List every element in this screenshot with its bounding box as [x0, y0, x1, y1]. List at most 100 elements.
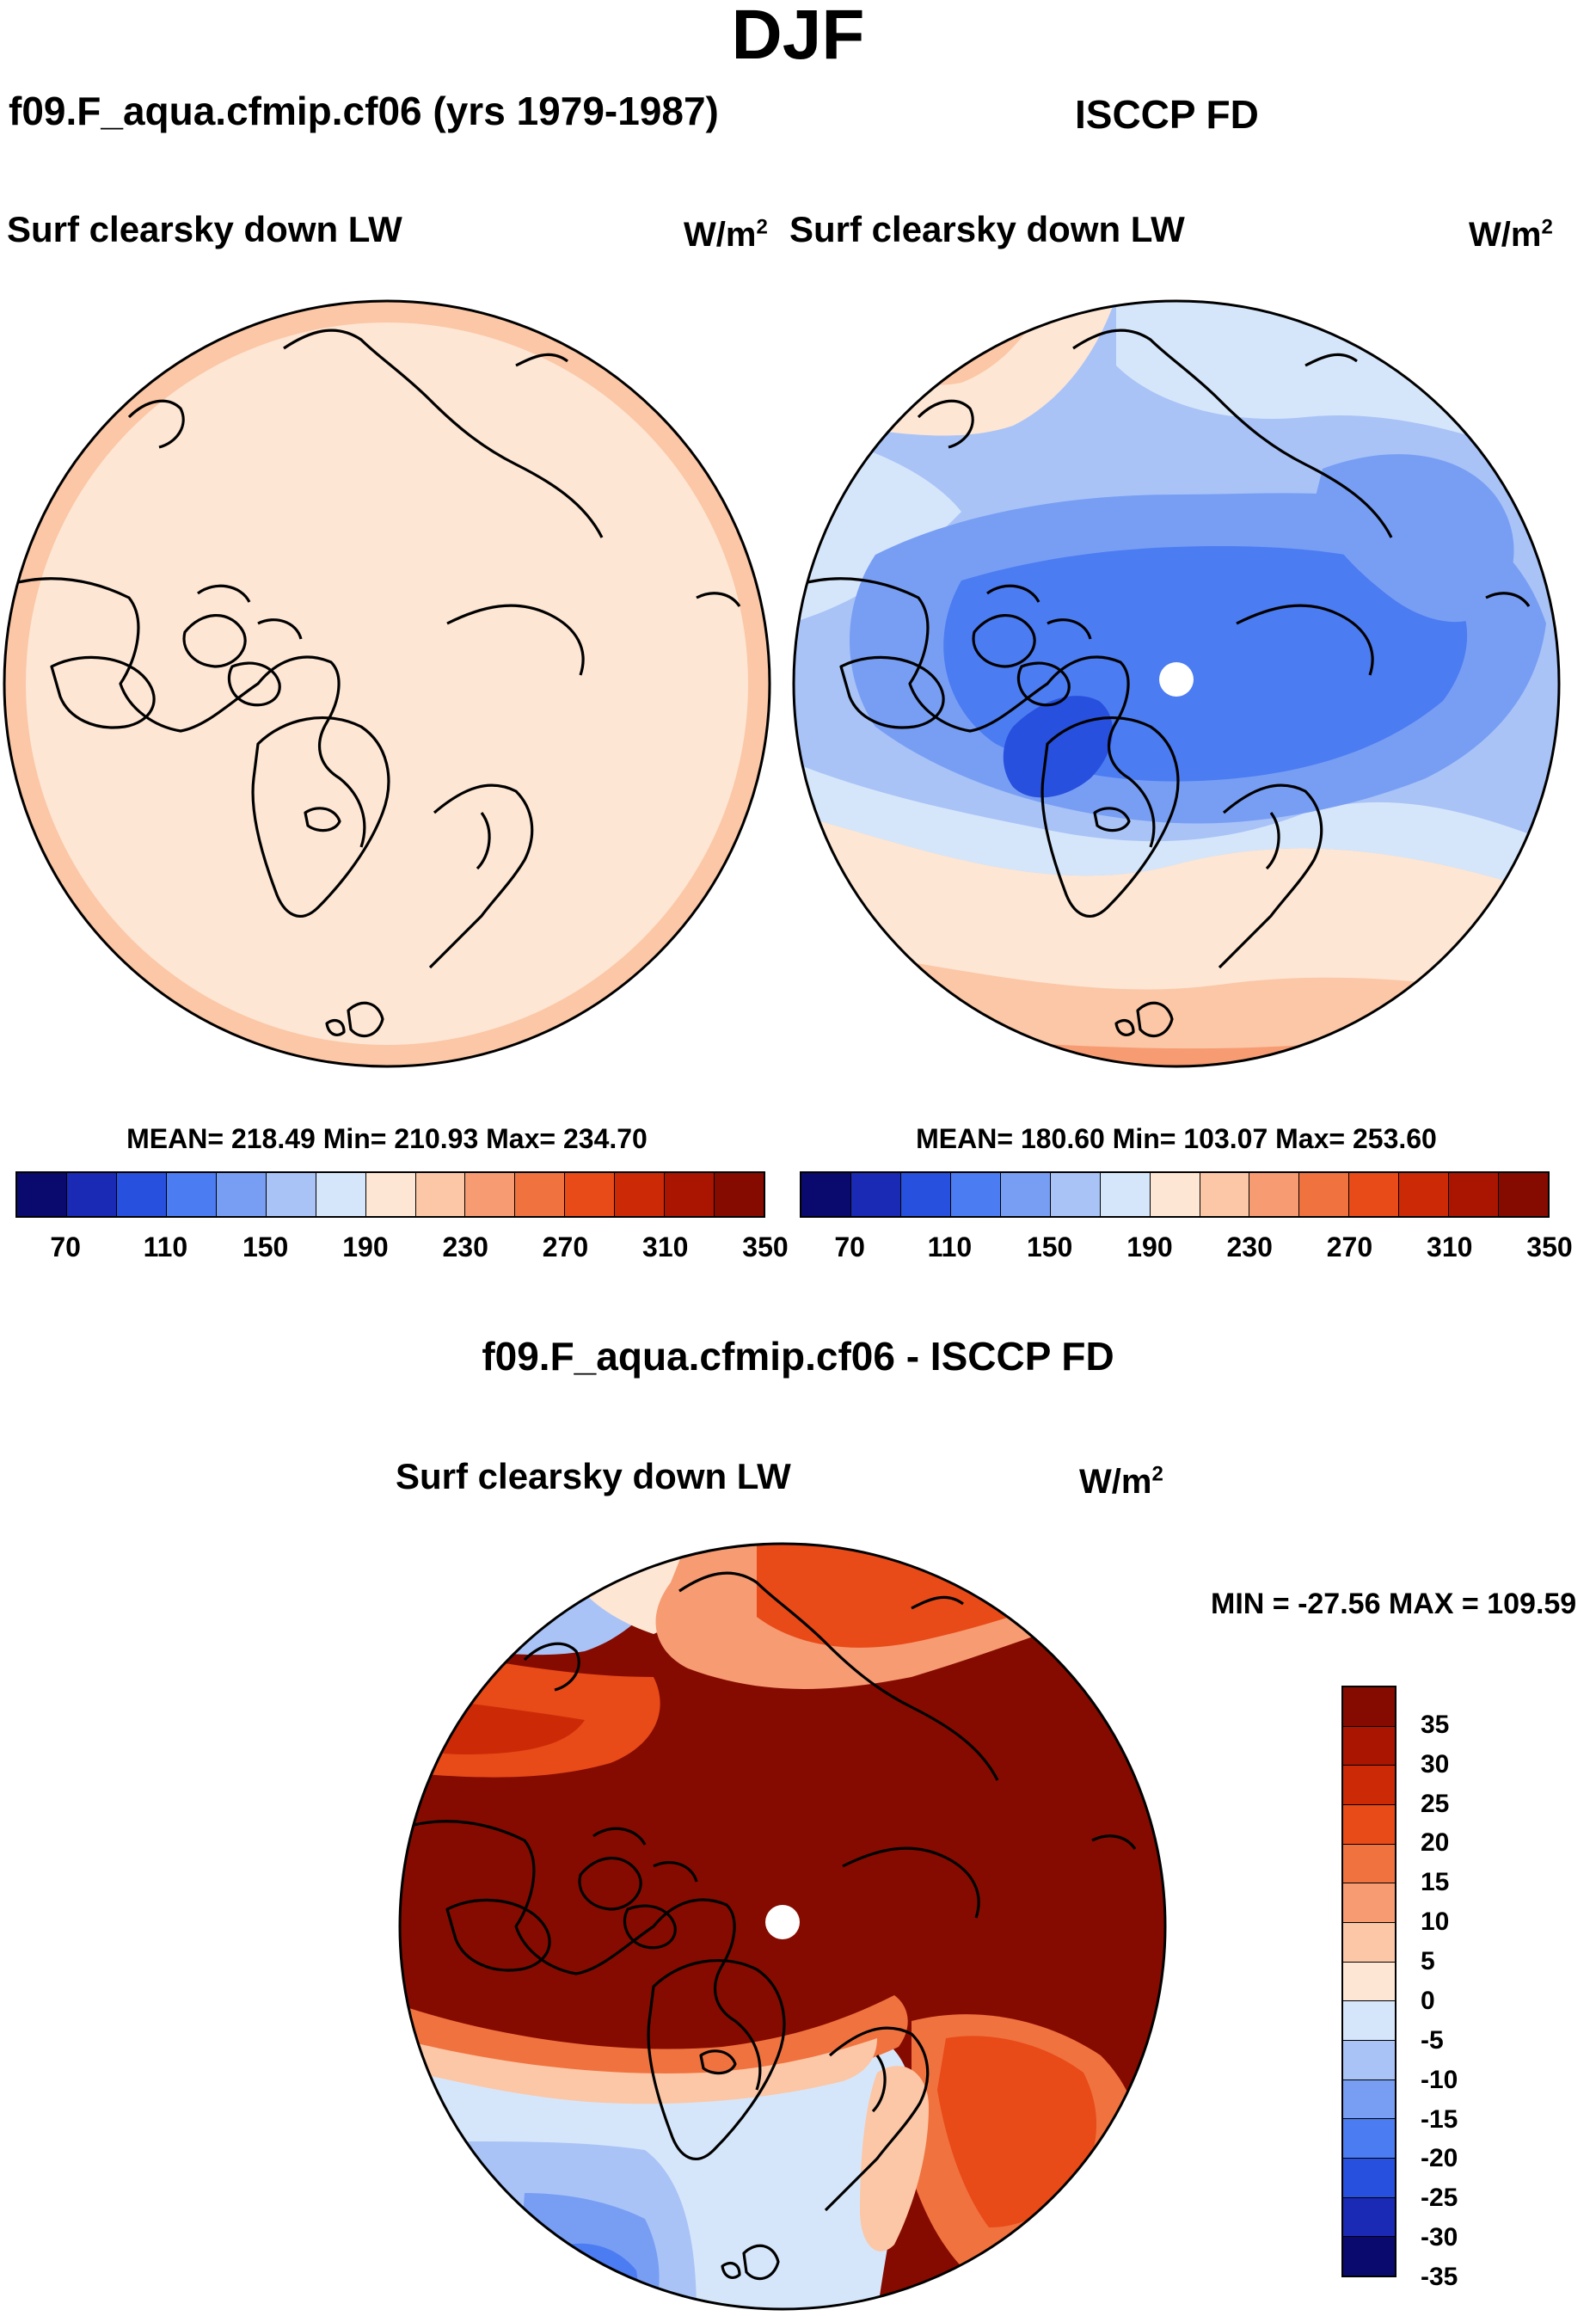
model-variable-label: Surf clearsky down LW: [7, 209, 402, 249]
model-coastlines: [8, 329, 741, 1038]
colorbar-tick-label: -15: [1421, 2104, 1458, 2134]
colorbar-tick-label: 350: [1526, 1232, 1573, 1262]
colorbar-tick-label: 230: [442, 1232, 488, 1262]
colorbar-swatch: [1100, 1173, 1151, 1216]
colorbar-swatch: [1343, 1687, 1395, 1727]
colorbar-swatch: [66, 1173, 117, 1216]
colorbar-swatch: [1000, 1173, 1051, 1216]
colorbar-tick-label: 150: [242, 1232, 289, 1262]
colorbar-tick-label: 70: [834, 1232, 865, 1262]
colorbar-swatch: [1343, 1844, 1395, 1884]
colorbar-swatch: [615, 1173, 666, 1216]
colorbar-tick-label: 5: [1421, 1947, 1435, 1976]
colorbar-tick-label: 270: [542, 1232, 589, 1262]
colorbar-tick-label: -10: [1421, 2065, 1458, 2094]
colorbar-swatch: [1343, 1923, 1395, 1963]
colorbar-swatch: [1343, 1805, 1395, 1845]
colorbar-tick-label: 190: [342, 1232, 389, 1262]
colorbar-swatch: [850, 1173, 901, 1216]
colorbar-swatch: [900, 1173, 951, 1216]
colorbar-swatch: [166, 1173, 217, 1216]
colorbar-swatch: [1299, 1173, 1350, 1216]
colorbar-swatch: [1449, 1173, 1500, 1216]
diff-stats: MIN = -27.56 MAX = 109.59: [1211, 1588, 1577, 1620]
colorbar-swatch: [365, 1173, 416, 1216]
colorbar-tick-label: -20: [1421, 2144, 1458, 2173]
colorbar-tick-label: 15: [1421, 1868, 1450, 1897]
colorbar-swatch: [1343, 2119, 1395, 2159]
colorbar-swatch: [1343, 2079, 1395, 2120]
colorbar-swatch: [1343, 1726, 1395, 1766]
obs-stats: MEAN= 180.60 Min= 103.07 Max= 253.60: [916, 1123, 1437, 1154]
colorbar-tick-label: 110: [927, 1232, 973, 1262]
colorbar-tick-label: -5: [1421, 2025, 1444, 2055]
colorbar-tick-label: 20: [1421, 1828, 1450, 1858]
colorbar-swatch: [1343, 2159, 1395, 2198]
colorbar-swatch: [316, 1173, 366, 1216]
colorbar-swatch: [1399, 1173, 1450, 1216]
model-colorbar: [15, 1171, 765, 1218]
page-title: DJF: [731, 0, 865, 74]
model-run-label: f09.F_aqua.cfmip.cf06 (yrs 1979-1987): [9, 89, 719, 133]
colorbar-tick-label: 30: [1421, 1749, 1450, 1778]
colorbar-swatch: [1343, 2197, 1395, 2238]
colorbar-swatch: [1150, 1173, 1200, 1216]
colorbar-tick-label: 310: [1427, 1232, 1473, 1262]
obs-map-border: [792, 299, 1561, 1068]
colorbar-tick-label: 0: [1421, 1986, 1435, 2015]
model-unit-label: W/m2: [684, 215, 768, 254]
obs-coastlines: [797, 329, 1531, 1038]
colorbar-swatch: [216, 1173, 267, 1216]
colorbar-swatch: [1200, 1173, 1250, 1216]
colorbar-tick-label: 190: [1126, 1232, 1173, 1262]
colorbar-tick-label: 150: [1026, 1232, 1073, 1262]
diff-red-se: [937, 2036, 1096, 2227]
colorbar-swatch: [665, 1173, 715, 1216]
colorbar-swatch: [1343, 1962, 1395, 2002]
diff-colorbar: [1341, 1686, 1396, 2277]
colorbar-swatch: [415, 1173, 466, 1216]
model-map-border: [3, 299, 771, 1068]
colorbar-swatch: [116, 1173, 167, 1216]
colorbar-tick-label: 230: [1226, 1232, 1273, 1262]
diff-pole-hole: [765, 1905, 800, 1939]
diff-coastlines: [403, 1571, 1137, 2281]
colorbar-tick-label: 35: [1421, 1710, 1450, 1739]
colorbar-swatch: [565, 1173, 616, 1216]
obs-pale-blue-lower: [794, 761, 1559, 899]
obs-run-label: ISCCP FD: [1075, 92, 1259, 137]
model-stats: MEAN= 218.49 Min= 210.93 Max= 234.70: [126, 1123, 648, 1154]
diff-run-label: f09.F_aqua.cfmip.cf06 - ISCCP FD: [482, 1334, 1114, 1379]
obs-ne-blue-lobe: [1314, 454, 1514, 623]
colorbar-tick-label: 110: [143, 1232, 188, 1262]
colorbar-tick-label: -30: [1421, 2223, 1458, 2252]
colorbar-swatch: [17, 1173, 67, 1216]
diff-variable-label: Surf clearsky down LW: [396, 1456, 791, 1496]
colorbar-swatch: [1343, 2237, 1395, 2276]
colorbar-tick-label: 270: [1326, 1232, 1373, 1262]
diff-polar-map: [398, 1542, 1167, 2311]
colorbar-tick-label: 70: [50, 1232, 81, 1262]
obs-unit-label: W/m2: [1469, 215, 1553, 254]
colorbar-swatch: [515, 1173, 566, 1216]
diff-map-border: [398, 1542, 1167, 2311]
colorbar-swatch: [465, 1173, 516, 1216]
obs-variable-label: Surf clearsky down LW: [789, 209, 1185, 249]
colorbar-swatch: [950, 1173, 1001, 1216]
model-interior-fill: [26, 323, 748, 1045]
diff-blue-nw: [400, 1544, 550, 1627]
colorbar-tick-label: -35: [1421, 2263, 1458, 2291]
colorbar-swatch: [266, 1173, 316, 1216]
colorbar-swatch: [1050, 1173, 1101, 1216]
colorbar-swatch: [1343, 1766, 1395, 1806]
colorbar-swatch: [1249, 1173, 1300, 1216]
colorbar-tick-label: -25: [1421, 2184, 1458, 2213]
colorbar-swatch: [1343, 1883, 1395, 1924]
colorbar-swatch: [1343, 2041, 1395, 2080]
colorbar-swatch: [801, 1173, 851, 1216]
colorbar-tick-label: 350: [742, 1232, 789, 1262]
model-polar-map: [3, 299, 771, 1068]
obs-polar-map: [792, 299, 1561, 1068]
colorbar-swatch: [715, 1173, 764, 1216]
diff-unit-label: W/m2: [1079, 1462, 1163, 1501]
